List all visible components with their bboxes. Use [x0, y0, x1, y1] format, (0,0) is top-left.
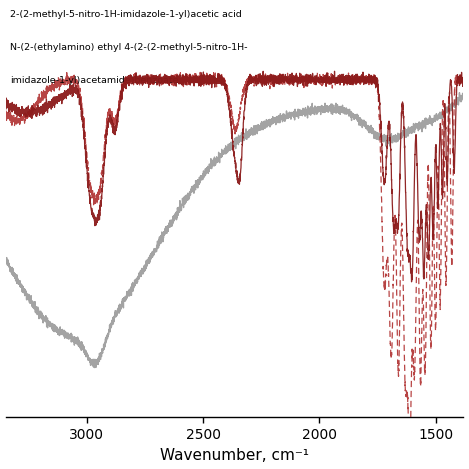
- Text: 2-(2-methyl-5-nitro-1H-imidazole-1-yl)acetic acid: 2-(2-methyl-5-nitro-1H-imidazole-1-yl)ac…: [10, 10, 242, 19]
- Text: imidazole-1-yl)acetamide)benzoate: imidazole-1-yl)acetamide)benzoate: [10, 76, 179, 84]
- Text: N-(2-(ethylamino) ethyl 4-(2-(2-methyl-5-nitro-1H-: N-(2-(ethylamino) ethyl 4-(2-(2-methyl-5…: [10, 43, 248, 52]
- X-axis label: Wavenumber, cm⁻¹: Wavenumber, cm⁻¹: [160, 448, 309, 463]
